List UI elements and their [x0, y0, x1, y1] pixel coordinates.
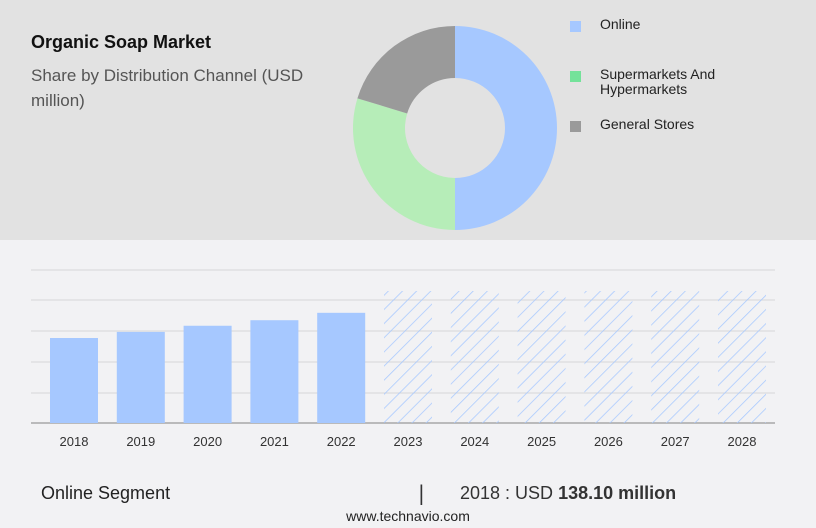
- footer-value: 2018 : USD 138.10 million: [460, 483, 676, 504]
- x-tick-label: 2019: [126, 434, 155, 449]
- x-tick-label: 2025: [527, 434, 556, 449]
- bar-2023: [384, 291, 432, 423]
- footer-value-amount: 138.10 million: [558, 483, 677, 503]
- legend-swatch-online: [570, 21, 581, 32]
- footer-year-label: 2018 : USD: [460, 483, 559, 503]
- bar-2026: [584, 291, 633, 423]
- bar-2018: [50, 338, 98, 423]
- x-tick-label: 2028: [728, 434, 757, 449]
- donut-slice-online: [455, 26, 557, 230]
- bar-2027: [651, 291, 700, 423]
- chart-title: Organic Soap Market: [31, 32, 212, 52]
- legend-label: Supermarkets And Hypermarkets: [600, 66, 716, 97]
- legend-label: Online: [600, 16, 641, 32]
- donut-slice-supermarkets-and-hypermarkets: [353, 98, 455, 231]
- donut-chart: [353, 26, 557, 231]
- x-tick-label: 2023: [394, 434, 423, 449]
- bar-2020: [183, 325, 232, 423]
- legend-swatch-supermarkets: [570, 71, 581, 82]
- footer-url: www.technavio.com: [346, 508, 470, 524]
- bar-2024: [450, 291, 499, 423]
- bar-2021: [250, 320, 299, 423]
- x-tick-label: 2024: [460, 434, 489, 449]
- bar-chart: 2018 2019 2020 2021 2022 2023 2024 2025 2026 2027…: [31, 269, 775, 449]
- x-tick-label: 2021: [260, 434, 289, 449]
- legend-swatch-general-stores: [570, 121, 581, 132]
- footer-separator: |: [418, 481, 425, 505]
- bar-2025: [517, 291, 566, 423]
- bar-2028: [718, 291, 766, 423]
- x-tick-label: 2027: [661, 434, 690, 449]
- x-tick-label: 2022: [327, 434, 356, 449]
- donut-slice-general-stores: [357, 26, 455, 114]
- legend-item-general-stores: General Stores: [570, 117, 790, 132]
- x-tick-label: 2018: [60, 434, 89, 449]
- x-tick-label: 2020: [193, 434, 222, 449]
- bar-2022: [317, 312, 366, 423]
- x-tick-label: 2026: [594, 434, 623, 449]
- chart-subtitle: Share by Distribution Channel (USD milli…: [31, 66, 304, 110]
- bar-2019: [116, 331, 165, 423]
- footer-segment-label: Online Segment: [41, 483, 171, 503]
- legend-item-supermarkets: Supermarkets And Hypermarkets: [570, 67, 790, 97]
- legend-item-online: Online: [570, 17, 790, 32]
- legend-label: General Stores: [600, 116, 695, 132]
